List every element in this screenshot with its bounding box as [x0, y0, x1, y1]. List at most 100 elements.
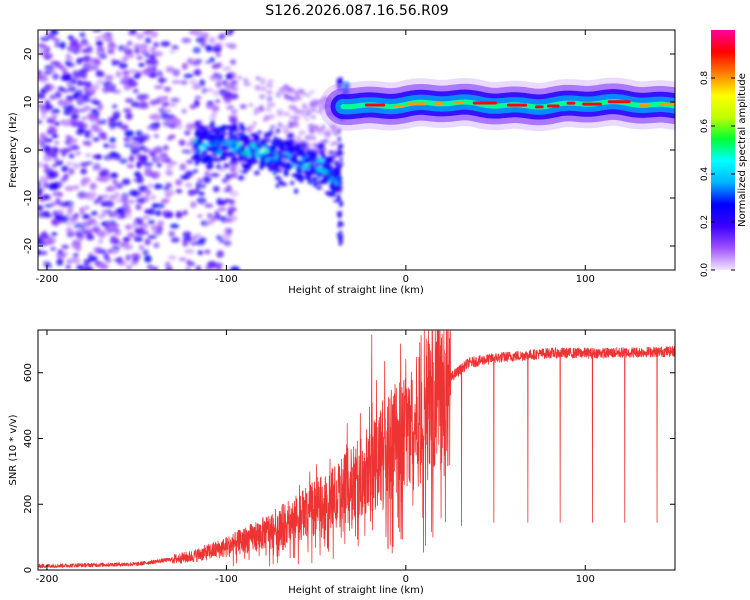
spectrogram-cell [300, 114, 307, 118]
spectrogram-cell [261, 86, 267, 91]
spectrogram-x-ticks: -200 -100 0 100 [36, 30, 595, 285]
spectrogram-cell [84, 129, 93, 134]
spectrogram-cell [255, 86, 262, 92]
spectrogram-cell [333, 160, 340, 167]
spectrogram-cell [318, 106, 326, 110]
spectrogram-cell [337, 165, 341, 171]
snr-y-tick-label: 200 [23, 495, 34, 514]
spectrogram-cell [140, 43, 148, 50]
spectrogram-cell [120, 75, 129, 83]
spectrogram-cell [42, 157, 53, 162]
spectrogram-cell [308, 163, 315, 167]
spectrogram-cell [116, 215, 126, 220]
spectrogram-cell [265, 106, 272, 113]
spectrogram-cell [211, 105, 220, 112]
spectrogram-cell [269, 125, 276, 130]
spectrogram-cell [110, 227, 120, 233]
spectrogram-cell [133, 236, 143, 242]
spectrogram-cell [81, 116, 88, 121]
figure-title: S126.2026.087.16.56.R09 [265, 3, 448, 19]
snr-plot-area [38, 330, 675, 570]
spectrogram-cell [95, 154, 102, 160]
spectrogram-cell [111, 245, 121, 252]
spectrogram-cell [288, 138, 295, 144]
spectrogram-cell [52, 210, 59, 216]
spectrogram-cell [93, 228, 99, 233]
spectrogram-cell [338, 149, 342, 155]
spectrogram-cell [210, 215, 217, 222]
spectrogram-cell [310, 128, 315, 133]
spectrogram-cell [286, 133, 294, 138]
spectrogram-y-tick-label: 20 [23, 48, 34, 61]
spectrogram-cell [138, 244, 145, 251]
spectrogram-cell [79, 32, 86, 38]
spectrogram-cell [178, 139, 186, 146]
spectrogram-cell [309, 107, 317, 113]
spectrogram-cell [88, 88, 96, 95]
spectrogram-cell [196, 197, 207, 205]
spectrogram-cell [197, 214, 203, 218]
spectrogram-cell [168, 134, 176, 139]
spectrogram-cell [222, 66, 232, 71]
spectrogram-cell [132, 221, 138, 229]
spectrogram-cell [38, 137, 44, 145]
spectrogram-cell [165, 266, 173, 270]
spectrogram-cell [98, 265, 109, 269]
spectrogram-cell [171, 45, 179, 51]
snr-y-ticks: 0 200 400 600 [23, 363, 675, 573]
spectrogram-cell [118, 62, 128, 70]
spectrogram-cell [123, 246, 132, 250]
spectrogram-cell [207, 260, 217, 268]
spectrogram-y-tick-label: 10 [23, 96, 34, 109]
spectrogram-cell [206, 161, 214, 167]
spectrogram-cell [189, 104, 197, 110]
spectrogram-cell [86, 234, 95, 241]
spectrogram-cell [62, 72, 72, 81]
snr-y-label: SNR (10 * v/v) [8, 414, 19, 485]
spectrogram-cell [120, 196, 128, 204]
spectrogram-cell [40, 36, 50, 42]
spectrogram-cell [304, 117, 310, 121]
spectrogram-cell [139, 100, 146, 108]
spectrogram-cell [272, 163, 277, 169]
spectrogram-cell [204, 135, 210, 139]
spectrogram-cell [184, 170, 195, 176]
spectrogram-cell [198, 133, 203, 139]
spectrogram-cell [38, 162, 44, 168]
spectrogram-cell [69, 40, 79, 48]
spectrogram-x-tick-label: -200 [36, 274, 59, 285]
spectrogram-cell [316, 158, 323, 163]
spectrogram-cell [55, 161, 63, 166]
spectrogram-cell [67, 35, 74, 40]
spectrogram-cell [69, 38, 79, 43]
spectrogram-cell [190, 201, 197, 209]
spectrogram-cell [64, 185, 75, 192]
spectrogram-cell [289, 115, 297, 120]
spectrogram-cell [146, 264, 154, 270]
spectrogram-cell [126, 163, 135, 169]
snr-panel: -200 -100 0 100 0 200 400 600 Height of straig… [8, 329, 676, 596]
spectrogram-cell [96, 120, 103, 126]
spectrogram-cell [260, 164, 265, 169]
spectrogram-cell [252, 121, 257, 126]
spectrogram-cell [200, 32, 209, 39]
spectrogram-cell [322, 138, 329, 144]
spectrogram-cell [184, 182, 193, 188]
spectrogram-cell [240, 170, 249, 174]
spectrogram-cell [266, 102, 271, 108]
spectrogram-cell [192, 144, 198, 150]
spectrogram-cell [111, 104, 118, 109]
spectrogram-cell [194, 121, 199, 127]
spectrogram-cell [66, 56, 74, 62]
spectrogram-cell [223, 227, 232, 233]
spectrogram-cell [54, 140, 60, 145]
spectrogram-cell [168, 49, 176, 54]
spectrogram-cell [211, 112, 217, 116]
spectrogram-cell [195, 265, 202, 270]
spectrogram-cell [278, 162, 285, 168]
colorbar-tick-label: 0.4 [700, 167, 710, 182]
spectrogram-cell [314, 162, 320, 167]
spectrogram-cell [212, 185, 220, 193]
spectrogram-cell [72, 162, 80, 169]
spectrogram-cell [192, 155, 201, 159]
